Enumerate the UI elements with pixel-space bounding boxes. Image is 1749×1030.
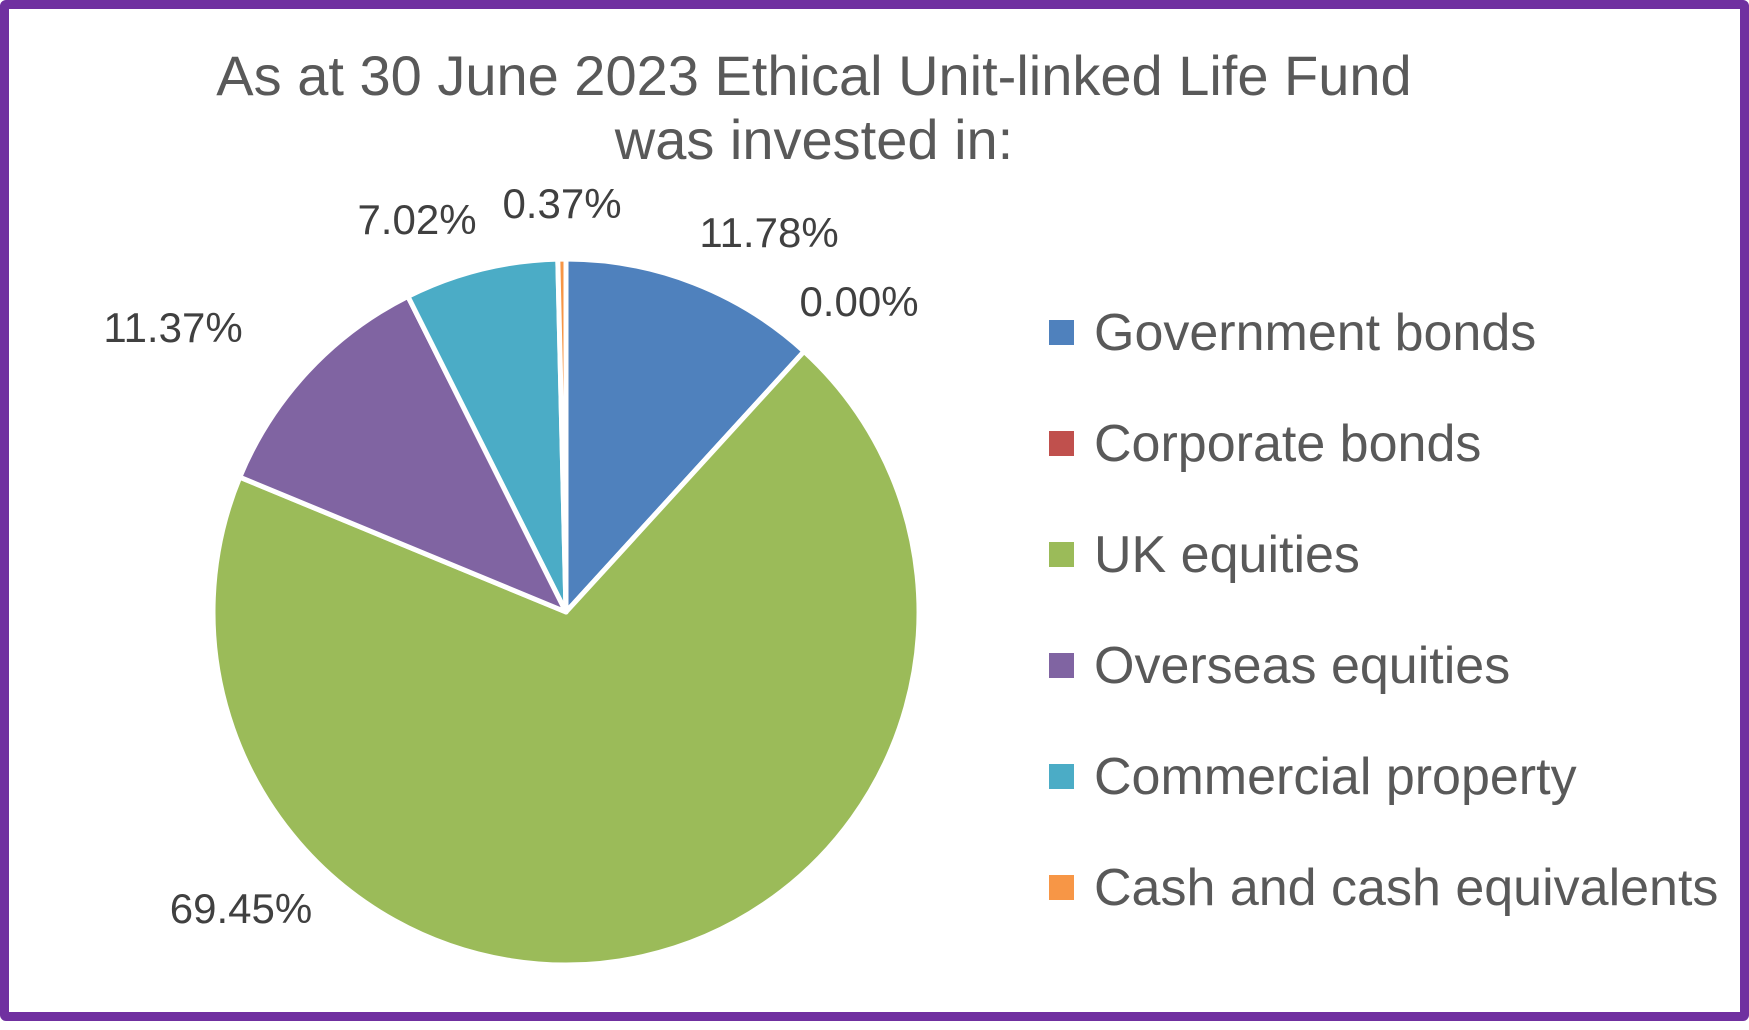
- legend-swatch: [1049, 542, 1074, 567]
- pie-slice-uk-equities: [210, 348, 922, 968]
- legend-item-corporate-bonds: Corporate bonds: [1049, 388, 1718, 499]
- legend-label: UK equities: [1094, 525, 1360, 584]
- data-label-overseas-equities: 11.37%: [103, 304, 242, 351]
- pie-slice-commercial-property: [405, 256, 569, 615]
- legend-swatch: [1049, 653, 1074, 678]
- chart-title-line-1: As at 30 June 2023 Ethical Unit-linked L…: [216, 44, 1412, 107]
- legend-label: Overseas equities: [1094, 636, 1511, 695]
- data-label-commercial-property: 7.02%: [357, 196, 476, 243]
- legend-label: Government bonds: [1094, 303, 1537, 362]
- legend-swatch: [1049, 320, 1074, 345]
- data-labels: 11.78% 0.00% 69.45% 11.37% 7.02% 0.37%: [103, 180, 918, 932]
- legend-swatch: [1049, 431, 1074, 456]
- chart-title: As at 30 June 2023 Ethical Unit-linked L…: [99, 44, 1529, 172]
- legend-swatch: [1049, 764, 1074, 789]
- legend-label: Corporate bonds: [1094, 414, 1482, 473]
- legend-item-government-bonds: Government bonds: [1049, 277, 1718, 388]
- legend-item-overseas-equities: Overseas equities: [1049, 610, 1718, 721]
- data-label-corporate-bonds: 0.00%: [799, 278, 918, 325]
- pie-slices: [210, 256, 922, 968]
- legend-item-cash: Cash and cash equivalents: [1049, 832, 1718, 943]
- data-label-cash-and-cash-equivalents: 0.37%: [502, 180, 621, 227]
- data-label-uk-equities: 69.45%: [170, 885, 312, 932]
- chart-title-line-2: was invested in:: [614, 108, 1014, 171]
- legend-label: Cash and cash equivalents: [1094, 858, 1719, 917]
- pie-slice-government-bonds: [563, 256, 807, 615]
- legend-label: Commercial property: [1094, 747, 1577, 806]
- pie-chart: 11.78% 0.00% 69.45% 11.37% 7.02% 0.37%: [103, 180, 922, 968]
- legend: Government bonds Corporate bonds UK equi…: [1049, 277, 1718, 943]
- legend-item-commercial-property: Commercial property: [1049, 721, 1718, 832]
- pie-slice-cash-and-cash-equivalents: [555, 256, 569, 615]
- legend-item-uk-equities: UK equities: [1049, 499, 1718, 610]
- legend-swatch: [1049, 875, 1074, 900]
- pie-slice-overseas-equities: [237, 293, 569, 615]
- data-label-government-bonds: 11.78%: [699, 209, 838, 256]
